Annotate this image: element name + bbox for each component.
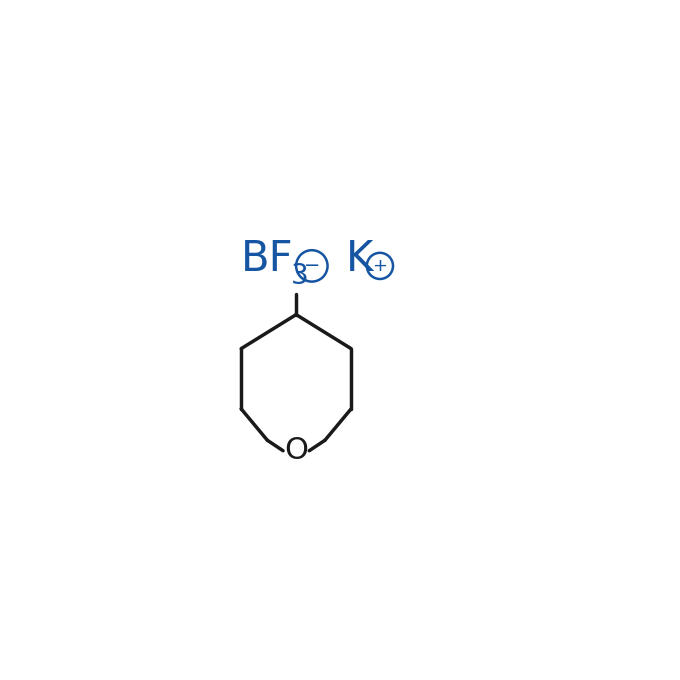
Text: −: − (304, 256, 320, 275)
Text: O: O (284, 437, 308, 465)
Text: +: + (373, 257, 388, 275)
Text: 3: 3 (291, 262, 309, 290)
Text: K: K (346, 238, 373, 280)
Text: BF: BF (241, 238, 294, 280)
